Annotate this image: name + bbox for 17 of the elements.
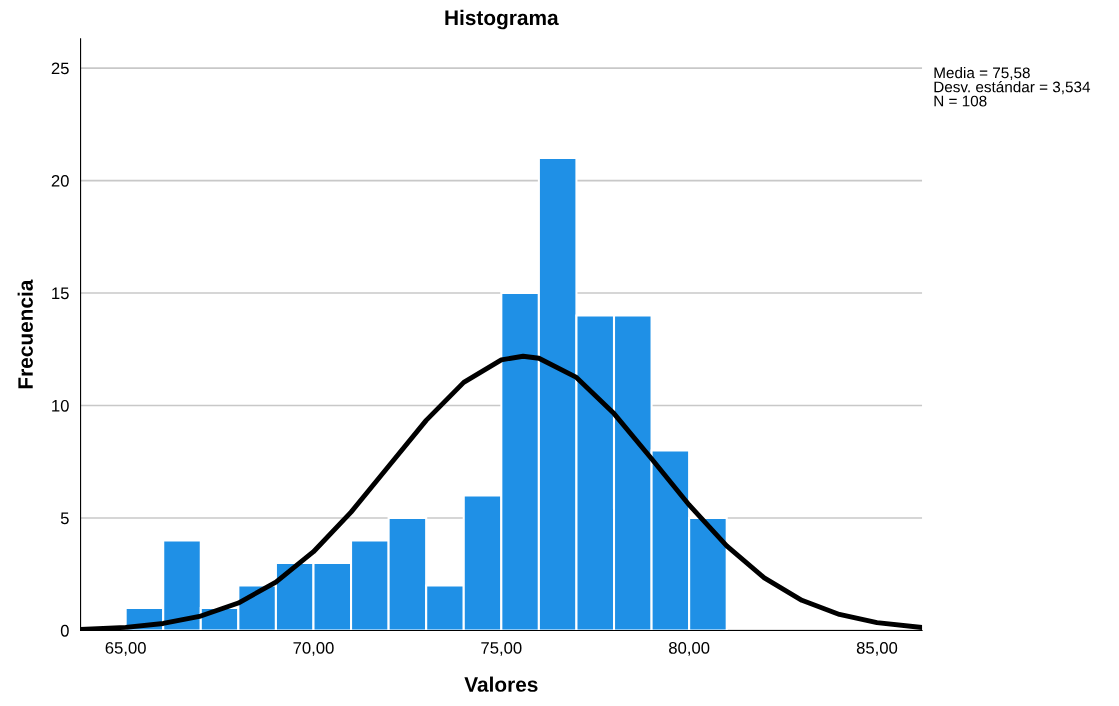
y-tick-label: 15 (52, 287, 69, 300)
y-tick-label: 5 (60, 512, 69, 525)
x-tick-label: 80,00 (669, 642, 710, 656)
text: Desv. estándar = 3,534 (934, 80, 1091, 95)
text: N = 108 (934, 95, 987, 107)
y-tick-label: 25 (51, 62, 69, 75)
y-tick-label: 20 (51, 174, 69, 187)
x-tick-label: 70,00 (293, 642, 334, 656)
y-tick-label: 10 (52, 399, 69, 412)
x-tick-label: 75,00 (481, 642, 522, 656)
y-tick-label: 0 (60, 624, 69, 637)
x-tick-label: 85,00 (856, 642, 898, 656)
chart-title: Histograma (445, 9, 559, 30)
x-axis-title: Valores (464, 676, 538, 692)
text: Media = 75,58 (934, 67, 1030, 81)
x-tick-label: 65,00 (105, 642, 146, 656)
y-axis-title: Frecuencia (17, 279, 33, 389)
